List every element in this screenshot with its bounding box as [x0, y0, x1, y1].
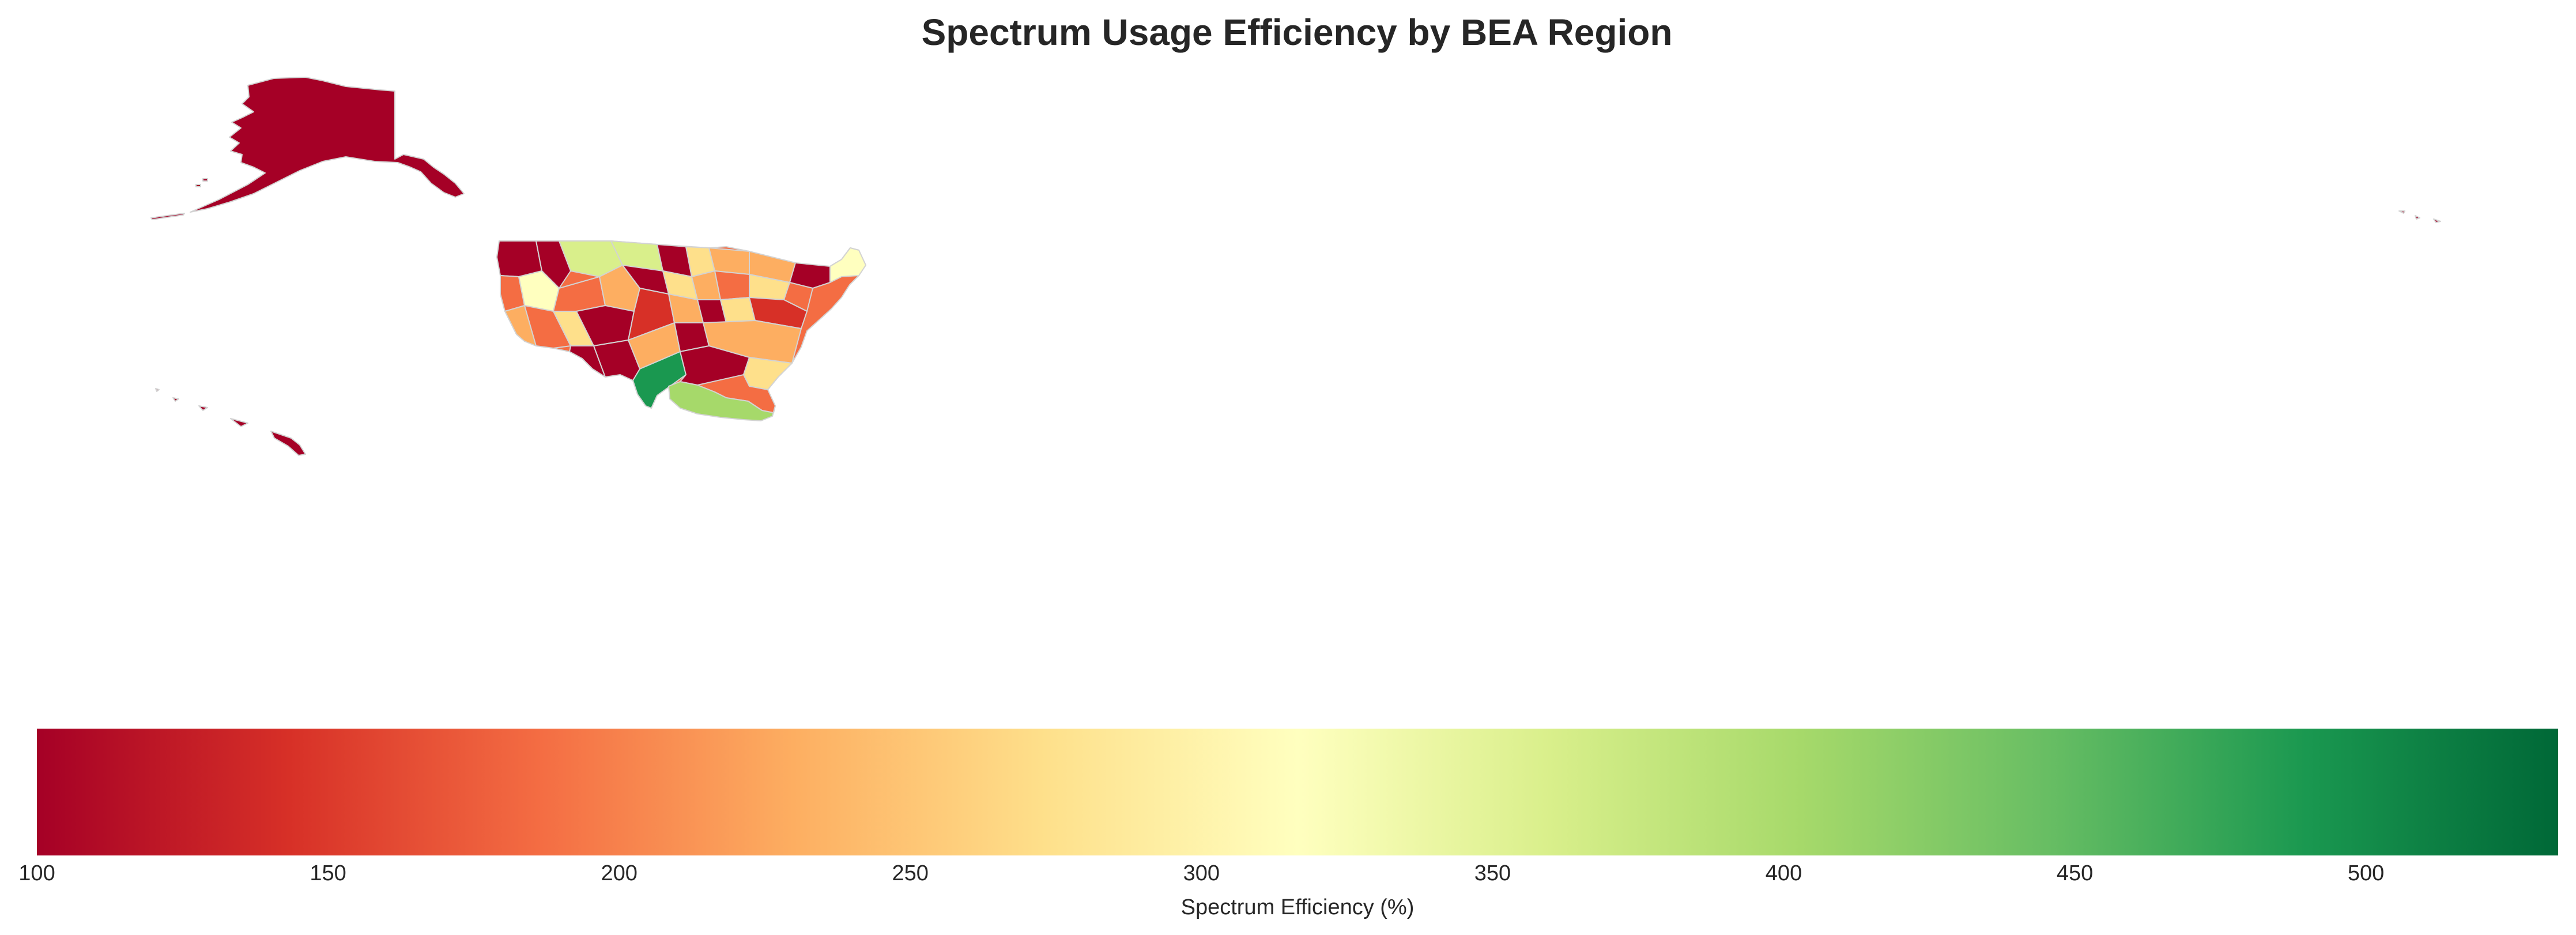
colorbar-label: Spectrum Efficiency (%) — [1181, 895, 1415, 919]
colorbar-tick-label: 400 — [1766, 861, 1802, 885]
region-georgia — [743, 357, 793, 390]
region-pacific-northwest — [496, 240, 542, 277]
region-alaska — [190, 77, 465, 213]
colorbar: 100 150 200 250 300 350 400 450 500 Spectrum Eff… — [18, 729, 2558, 919]
colorbar-gradient — [37, 729, 2558, 855]
colorbar-tick-label: 350 — [1474, 861, 1511, 885]
colorbar-tick-label: 300 — [1183, 861, 1220, 885]
region-ohio — [714, 270, 750, 300]
chart-title: Spectrum Usage Efficiency by BEA Region — [922, 12, 1673, 53]
region-virginia — [749, 297, 808, 329]
colorbar-tick-label: 500 — [2348, 861, 2384, 885]
region-hawaii — [155, 388, 306, 456]
region-idaho — [535, 240, 571, 289]
colorbar-tick-label: 150 — [310, 861, 346, 885]
region-pacific-islands — [2398, 210, 2441, 223]
region-arizona — [524, 305, 571, 349]
colorbar-ticks: 100 150 200 250 300 350 400 450 500 — [18, 861, 2384, 885]
aleutian-islands — [150, 178, 208, 220]
region-deep-south — [680, 345, 750, 386]
colorbar-tick-label: 100 — [18, 861, 55, 885]
colorbar-tick-label: 200 — [601, 861, 637, 885]
region-gulf-offshore — [668, 381, 776, 421]
colorbar-tick-label: 450 — [2057, 861, 2093, 885]
region-new-england — [789, 262, 831, 289]
map — [150, 77, 2441, 456]
colorbar-tick-label: 250 — [892, 861, 928, 885]
region-maine — [829, 247, 866, 283]
